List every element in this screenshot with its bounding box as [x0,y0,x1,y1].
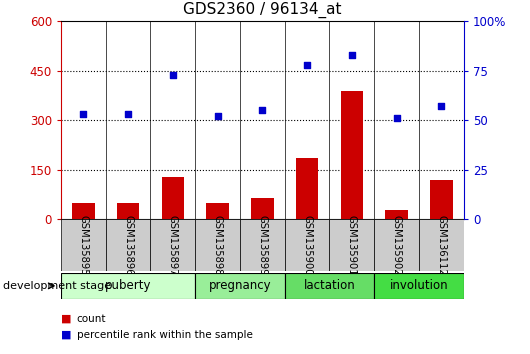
Bar [117,203,139,219]
Bar [385,210,408,219]
Bar [251,198,273,219]
Text: GSM136112: GSM136112 [436,215,446,275]
Bar [61,219,105,271]
Text: count: count [77,314,107,324]
Text: GSM135901: GSM135901 [347,215,357,275]
Bar [162,177,184,219]
Point [214,114,222,119]
Text: pregnancy: pregnancy [209,279,271,292]
Bar [285,219,330,271]
Title: GDS2360 / 96134_at: GDS2360 / 96134_at [183,2,342,18]
Bar [374,219,419,271]
Bar [296,158,319,219]
Text: ■: ■ [61,330,72,339]
Bar [341,91,363,219]
Bar [330,219,374,271]
Text: puberty: puberty [105,279,152,292]
Bar [240,219,285,271]
Point [79,112,87,117]
Point [392,115,401,121]
Bar [374,273,464,299]
Point [169,72,177,78]
Text: percentile rank within the sample: percentile rank within the sample [77,330,253,339]
Text: GSM135898: GSM135898 [213,215,223,275]
Text: involution: involution [390,279,448,292]
Bar [61,273,195,299]
Point [258,108,267,113]
Bar [285,273,374,299]
Bar [430,180,453,219]
Point [437,104,446,109]
Point [124,112,132,117]
Bar [195,273,285,299]
Text: ■: ■ [61,314,72,324]
Point [348,52,356,58]
Text: GSM135902: GSM135902 [392,215,402,275]
Text: development stage: development stage [3,281,111,291]
Bar [105,219,151,271]
Text: GSM135899: GSM135899 [258,215,267,275]
Text: GSM135896: GSM135896 [123,215,133,275]
Bar [419,219,464,271]
Text: GSM135895: GSM135895 [78,215,89,275]
Point [303,62,311,68]
Bar [151,219,195,271]
Bar [195,219,240,271]
Text: GSM135900: GSM135900 [302,215,312,275]
Bar [206,203,229,219]
Text: lactation: lactation [304,279,355,292]
Bar [72,203,94,219]
Text: GSM135897: GSM135897 [168,215,178,275]
